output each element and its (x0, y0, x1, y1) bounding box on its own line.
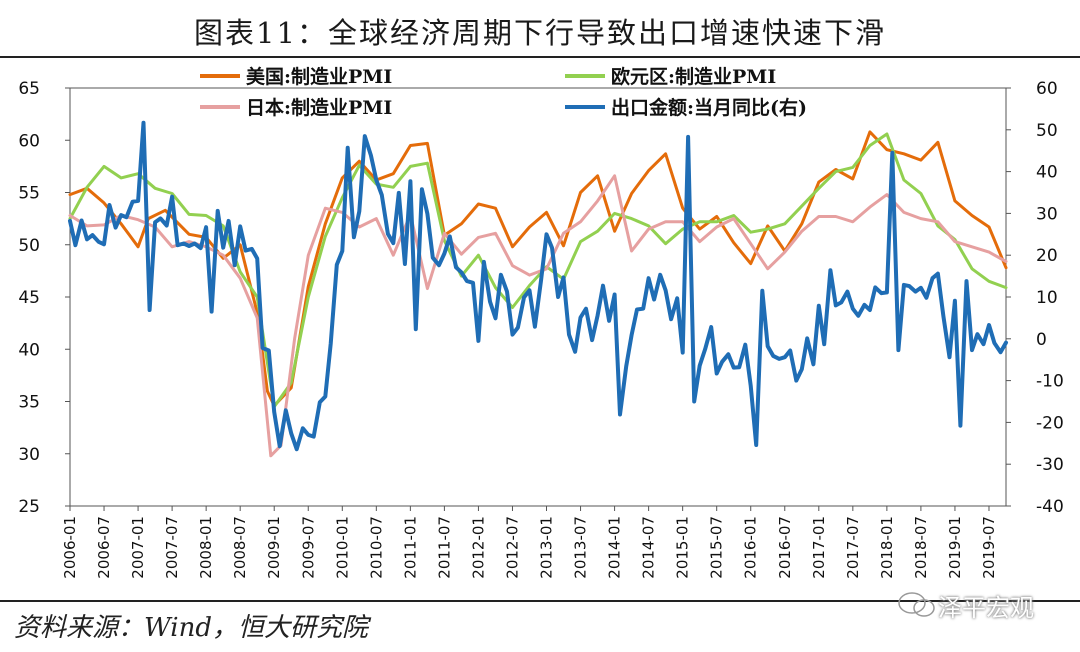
legend: 美国:制造业PMI 欧元区:制造业PMI 日本:制造业PMI 出口金额:当月同比… (200, 65, 807, 119)
source-note: 资料来源：Wind，恒大研究院 (14, 613, 368, 643)
right-tick-label: -10 (1036, 372, 1064, 392)
right-tick-label: -40 (1036, 497, 1064, 517)
right-tick-label: 40 (1036, 163, 1058, 183)
right-tick-label: -20 (1036, 413, 1064, 433)
left-tick-label: 60 (18, 131, 40, 151)
x-tick-label: 2019-01 (946, 516, 964, 579)
x-tick-label: 2015-01 (674, 516, 692, 579)
x-tick-label: 2013-07 (572, 516, 590, 579)
x-tick-label: 2019-07 (980, 516, 998, 579)
watermark-text: 泽平宏观 (938, 594, 1034, 622)
right-tick-label: 60 (1036, 79, 1058, 99)
series-layer (68, 120, 1008, 458)
x-tick-label: 2011-01 (401, 516, 419, 579)
x-tick-label: 2008-07 (231, 516, 249, 579)
series-line-0 (68, 130, 1008, 408)
left-tick-label: 25 (18, 497, 40, 517)
x-tick-label: 2016-07 (776, 516, 794, 579)
left-tick-label: 50 (18, 236, 40, 256)
top-rule (0, 56, 1080, 58)
right-tick-label: 30 (1036, 204, 1058, 224)
series-line-3 (68, 120, 1008, 452)
x-tick-label: 2014-01 (606, 516, 624, 579)
x-tick-label: 2010-01 (333, 516, 351, 579)
x-tick-label: 2014-07 (640, 516, 658, 579)
left-axis-ticks: 25 30 35 40 45 50 55 60 65 (18, 79, 70, 517)
x-tick-label: 2010-07 (367, 516, 385, 579)
right-tick-label: -30 (1036, 455, 1064, 475)
left-tick-label: 55 (18, 184, 40, 204)
x-tick-label: 2006-01 (61, 516, 79, 579)
legend-label-exports: 出口金额:当月同比(右) (611, 96, 807, 119)
x-tick-label: 2006-07 (95, 516, 113, 579)
legend-label-japan: 日本:制造业PMI (246, 96, 392, 119)
x-tick-label: 2011-07 (435, 516, 453, 579)
chart-canvas: 25 30 35 40 45 50 55 60 65 -40 -30 -20 -10 0 10 20 30 40… (18, 65, 1064, 579)
legend-label-us: 美国:制造业PMI (246, 65, 392, 88)
series-line-2 (68, 174, 1008, 458)
wechat-logo-icon (898, 592, 935, 617)
right-tick-label: 10 (1036, 288, 1058, 308)
x-tick-label: 2017-07 (844, 516, 862, 579)
x-axis-ticks: 2006-01 2006-07 2007-01 2007-07 2008-01 2008-… (61, 506, 998, 579)
x-tick-label: 2008-01 (197, 516, 215, 579)
left-tick-label: 30 (18, 445, 40, 465)
x-tick-label: 2018-07 (912, 516, 930, 579)
x-tick-label: 2012-07 (503, 516, 521, 579)
x-tick-label: 2018-01 (878, 516, 896, 579)
chart-title: 图表11：全球经济周期下行导致出口增速快速下滑 (194, 16, 886, 50)
x-tick-label: 2017-01 (810, 516, 828, 579)
bottom-rule (0, 600, 1080, 602)
x-tick-label: 2007-07 (163, 516, 181, 579)
right-axis-ticks: -40 -30 -20 -10 0 10 20 30 40 50 60 (1006, 79, 1064, 517)
x-tick-label: 2007-01 (129, 516, 147, 579)
right-tick-label: 20 (1036, 246, 1058, 266)
right-tick-label: 50 (1036, 121, 1058, 141)
left-tick-label: 65 (18, 79, 40, 99)
x-tick-label: 2013-01 (538, 516, 556, 579)
left-tick-label: 40 (18, 340, 40, 360)
x-tick-label: 2015-07 (708, 516, 726, 579)
legend-label-eurozone: 欧元区:制造业PMI (611, 65, 776, 88)
x-tick-label: 2009-07 (299, 516, 317, 579)
x-tick-label: 2009-01 (265, 516, 283, 579)
left-tick-label: 45 (18, 288, 40, 308)
right-tick-label: 0 (1036, 330, 1047, 350)
left-tick-label: 35 (18, 393, 40, 413)
x-tick-label: 2012-01 (469, 516, 487, 579)
x-tick-label: 2016-01 (742, 516, 760, 579)
